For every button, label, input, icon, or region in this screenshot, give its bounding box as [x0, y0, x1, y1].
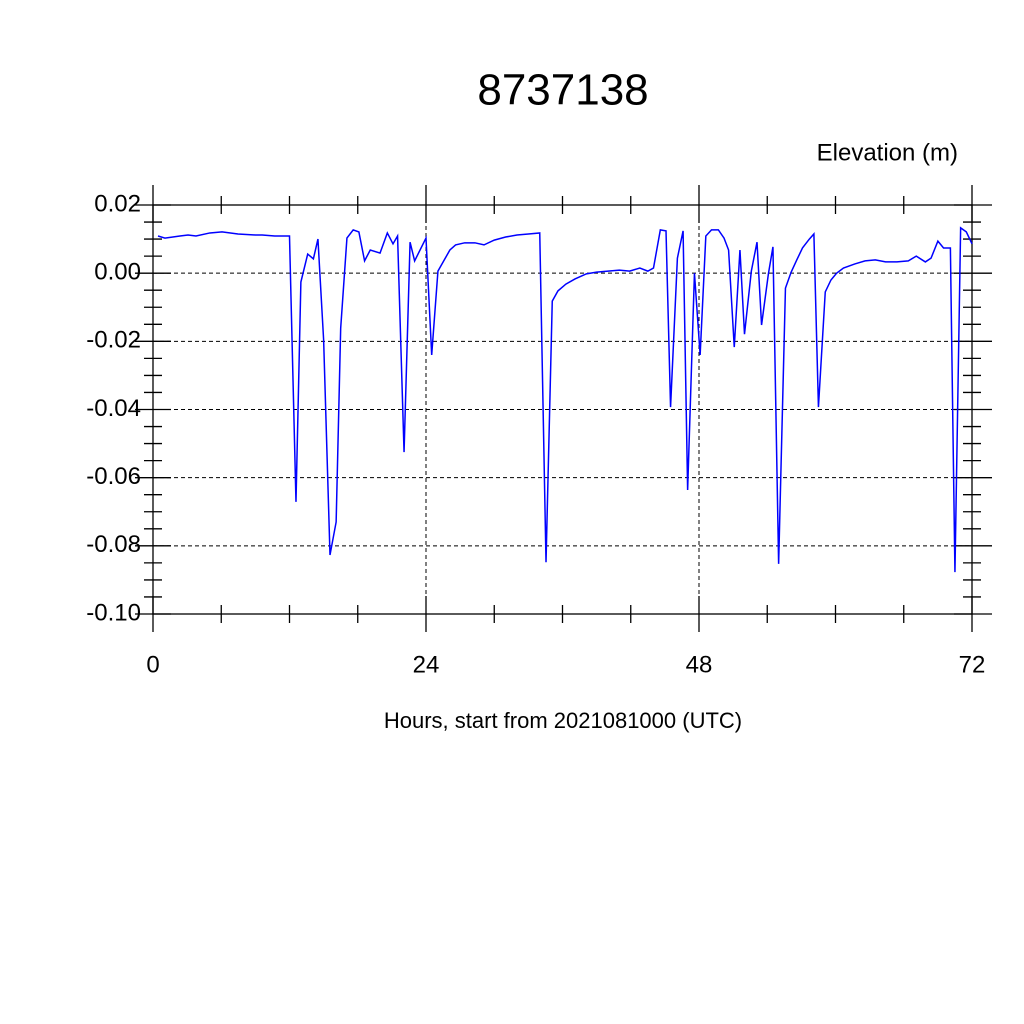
x-tick-label: 0 — [146, 651, 159, 678]
y-tick-label: -0.06 — [86, 463, 141, 490]
plot-frame — [152, 204, 973, 615]
x-tick-label: 48 — [686, 651, 713, 678]
y-axis-label: Elevation (m) — [817, 139, 958, 166]
x-tick-label: 24 — [413, 651, 440, 678]
data-line — [157, 226, 973, 573]
y-tick-label: -0.04 — [86, 395, 141, 422]
y-tick-label: -0.02 — [86, 327, 141, 354]
y-tick-label: -0.10 — [86, 599, 141, 626]
y-tick-label: 0.02 — [94, 190, 141, 217]
x-axis-label: Hours, start from 2021081000 (UTC) — [384, 708, 742, 733]
y-tick-label: -0.08 — [86, 531, 141, 558]
y-tick-label: 0.00 — [94, 259, 141, 286]
x-tick-label: 72 — [959, 651, 986, 678]
chart-title: 8737138 — [477, 66, 648, 115]
